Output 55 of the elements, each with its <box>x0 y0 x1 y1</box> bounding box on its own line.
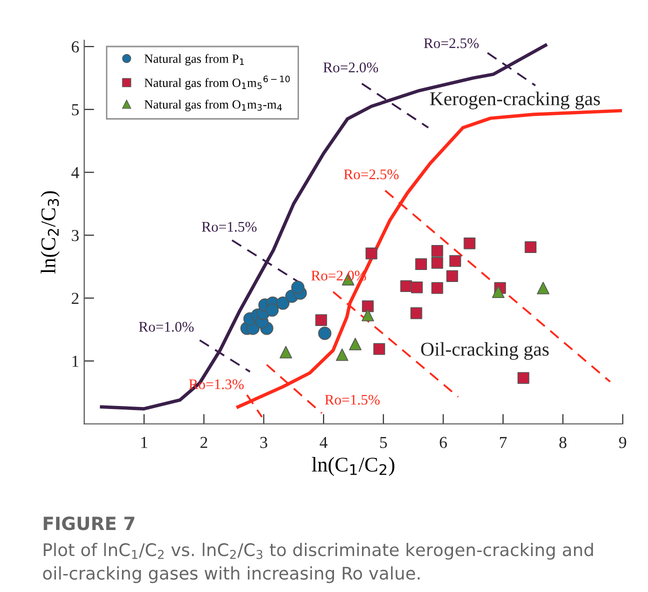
point <box>362 300 374 312</box>
x-tick-label: 9 <box>619 436 626 448</box>
x-tick-label: 4 <box>320 436 328 448</box>
x-tick-label: 2 <box>200 436 208 448</box>
point <box>431 245 444 257</box>
y-tick-label: 2 <box>72 292 78 304</box>
series-label: Ro=2.5% <box>424 38 479 48</box>
point <box>276 296 290 310</box>
x-tick-label: 8 <box>559 436 566 448</box>
y-tick-label: 3 <box>72 230 79 242</box>
legend-label: Natural gas from O$_{1}$m$_{5}$$^{6−10}$ <box>144 76 290 90</box>
annotation: Oil-cracking gas <box>421 342 549 360</box>
y-axis-title: ln(C$_{2}$/C$_{3}$) <box>40 191 60 274</box>
point <box>524 241 536 254</box>
x-tick-label: 6 <box>440 436 447 448</box>
legend-label: Natural gas from O$_{1}$m$_{3}$-m$_{4}$ <box>144 100 282 112</box>
point <box>291 280 304 294</box>
point <box>449 255 462 267</box>
point <box>265 303 279 317</box>
point <box>366 248 378 260</box>
y-tick-label: 5 <box>72 104 79 116</box>
x-tick-label: 1 <box>141 436 148 448</box>
point <box>373 343 386 355</box>
x-tick-label: 5 <box>380 437 387 448</box>
point <box>464 237 476 250</box>
point <box>362 308 374 322</box>
point <box>518 372 530 384</box>
x-axis-title: ln(C$_{1}$/C$_{2}$) <box>312 457 394 476</box>
y-tick-label: 1 <box>72 356 78 367</box>
y-tick-label: 6 <box>72 41 79 52</box>
point <box>415 258 427 270</box>
point <box>536 282 550 294</box>
series-label: Ro=1.5% <box>202 222 257 232</box>
caption: FIGURE 7 <box>44 516 134 530</box>
point <box>446 270 458 282</box>
series-label: Ro=1.0% <box>138 322 194 332</box>
annotation: Kerogen-cracking gas <box>430 92 600 110</box>
point <box>315 314 328 326</box>
x-tick-label: 3 <box>260 436 268 448</box>
point <box>431 256 444 269</box>
series-label: Ro=1.5% <box>324 394 380 405</box>
legend-label: Natural gas from P$_{1}$ <box>144 54 244 66</box>
point <box>410 307 422 320</box>
point <box>411 282 423 294</box>
point <box>318 326 332 340</box>
text: Plot of lnC$_{1}$/C$_{2}$ vs. lnC$_{2}$/C$_{3}$ to discriminate kerogen-cracking and oil-cracking gases with increasing Ro value. <box>43 542 593 584</box>
point <box>280 346 292 358</box>
series-label: Ro=2.0% <box>323 62 378 72</box>
series-label: Ro=2.5% <box>344 169 399 180</box>
x-tick-label: 7 <box>500 437 507 448</box>
point <box>336 348 348 361</box>
point <box>492 286 505 298</box>
y-tick-label: 4 <box>71 167 80 178</box>
point <box>431 282 444 294</box>
point <box>349 338 362 350</box>
